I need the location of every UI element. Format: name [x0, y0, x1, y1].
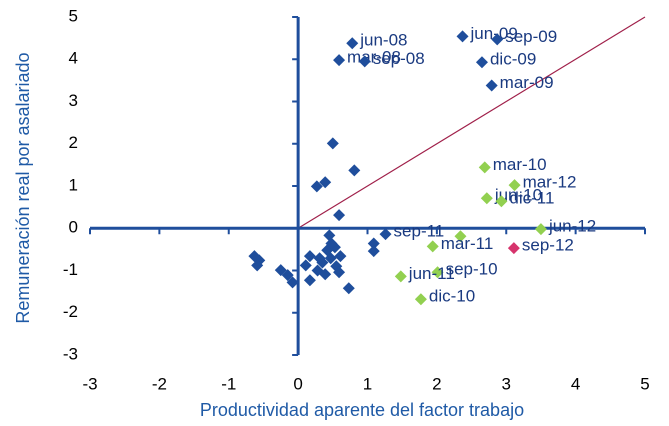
point-label: sep-09 [505, 27, 557, 46]
point [326, 137, 339, 150]
point [534, 223, 547, 236]
x-tick-label: 0 [293, 374, 302, 393]
point-label: mar-10 [493, 155, 547, 174]
point [454, 230, 467, 243]
y-tick-label: 0 [69, 218, 78, 237]
point [394, 270, 407, 283]
point [495, 195, 508, 208]
point [333, 54, 346, 67]
x-tick-label: 2 [432, 374, 441, 393]
point [508, 179, 521, 192]
point [456, 30, 469, 43]
point [414, 293, 427, 306]
y-axis-title: Remuneración real por asalariado [13, 52, 33, 323]
y-tick-label: -2 [63, 302, 78, 321]
point [480, 192, 493, 205]
x-tick-label: -2 [152, 374, 167, 393]
point [281, 269, 294, 282]
reference-line [297, 16, 646, 229]
point-label: sep-10 [446, 260, 498, 279]
y-tick-label: -1 [63, 260, 78, 279]
point [251, 259, 264, 272]
point [303, 274, 316, 287]
point [303, 250, 316, 263]
x-tick-label: -1 [221, 374, 236, 393]
point [426, 240, 439, 253]
point [348, 164, 361, 177]
point [274, 264, 287, 277]
y-tick-label: 2 [69, 133, 78, 152]
point [358, 55, 371, 68]
point [507, 242, 520, 255]
point [475, 56, 488, 69]
point [485, 79, 498, 92]
point [286, 276, 299, 289]
point-label: dic-11 [509, 189, 554, 208]
y-tick-label: 1 [69, 175, 78, 194]
point [367, 237, 380, 250]
point [299, 259, 312, 272]
point [491, 33, 504, 46]
point [333, 266, 346, 279]
point-label: mar-12 [523, 173, 577, 192]
point-label: mar-11 [441, 234, 494, 253]
point [367, 245, 380, 258]
point [333, 209, 346, 222]
point [319, 176, 332, 189]
y-tick-label: 5 [69, 6, 78, 25]
y-tick-label: 3 [69, 91, 78, 110]
point [316, 256, 329, 269]
point-label: jun-08 [359, 31, 407, 50]
point-label: dic-09 [490, 50, 536, 69]
x-tick-label: 3 [502, 374, 511, 393]
point [431, 266, 444, 279]
point [346, 37, 359, 50]
point [379, 228, 392, 241]
x-tick-label: 4 [571, 374, 580, 393]
point [325, 237, 338, 250]
point [342, 282, 355, 295]
point-label: jun-11 [408, 264, 455, 283]
point-label: jun-09 [470, 24, 518, 43]
point [324, 252, 337, 265]
x-axis-title: Productividad aparente del factor trabaj… [200, 400, 524, 420]
point [319, 268, 332, 281]
point-label: sep-08 [373, 49, 425, 68]
point-label: mar-09 [500, 73, 554, 92]
point-label: jun-12 [548, 217, 596, 236]
x-tick-label: 1 [363, 374, 372, 393]
y-tick-label: -3 [63, 344, 78, 363]
point-label: sep-11 [394, 222, 445, 241]
point [310, 180, 323, 193]
x-tick-label: -3 [82, 374, 97, 393]
y-tick-label: 4 [69, 49, 78, 68]
point-label: dic-10 [429, 287, 475, 306]
point-label: sep-12 [522, 236, 574, 255]
x-tick-label: 5 [640, 374, 649, 393]
point [334, 250, 347, 263]
point [248, 250, 261, 263]
point [478, 161, 491, 174]
